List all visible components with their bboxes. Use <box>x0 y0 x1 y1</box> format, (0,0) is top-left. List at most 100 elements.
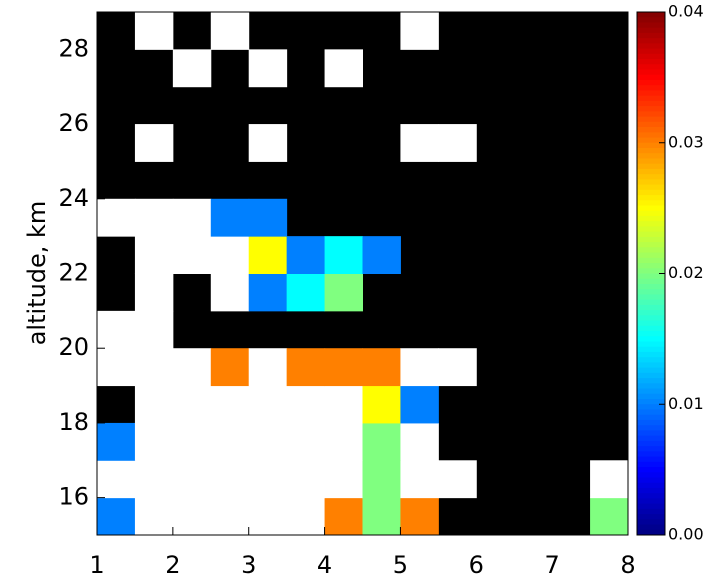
colorbar-segment <box>637 215 665 222</box>
heatmap-cell <box>590 497 629 536</box>
colorbar-segment <box>637 59 665 65</box>
heatmap-cell <box>286 385 326 424</box>
heatmap-cell <box>324 348 363 387</box>
colorbar-segment <box>637 74 665 81</box>
colorbar-segment <box>637 393 665 400</box>
colorbar-segment <box>637 127 665 133</box>
y-tick-label: 22 <box>58 259 89 287</box>
heatmap-cell <box>248 348 288 387</box>
colorbar-segment <box>637 446 665 452</box>
colorbar-segment <box>637 383 665 390</box>
x-tick-label: 3 <box>241 551 256 579</box>
colorbar-segment <box>637 12 665 18</box>
heatmap-cell <box>324 422 363 461</box>
heatmap-cell <box>438 124 477 162</box>
colorbar-segment <box>637 79 665 86</box>
colorbar-segment <box>637 226 665 233</box>
x-tick-label: 2 <box>165 551 180 579</box>
heatmap-cell <box>400 12 439 50</box>
heatmap-cell <box>97 497 136 536</box>
colorbar-segment <box>637 372 665 379</box>
heatmap-cell <box>172 348 212 387</box>
colorbar-segment <box>637 336 665 342</box>
colorbar-segment <box>637 320 665 327</box>
colorbar-segment <box>637 304 665 311</box>
heatmap-cell <box>400 348 439 387</box>
colorbar-segment <box>637 299 665 306</box>
heatmap-cell <box>210 385 250 424</box>
colorbar-segment <box>637 85 665 91</box>
colorbar-segment <box>637 519 665 526</box>
x-tick-label: 4 <box>317 551 332 579</box>
heatmap-cell <box>400 422 439 461</box>
colorbar-segment <box>637 90 665 97</box>
colorbar-segment <box>637 121 665 128</box>
colorbar-segment <box>637 278 665 285</box>
heatmap-cell <box>134 124 174 162</box>
heatmap-cell <box>134 12 174 50</box>
colorbar-segment <box>637 22 665 29</box>
colorbar-segment <box>637 362 665 369</box>
colorbar-segment <box>637 205 665 212</box>
x-tick-label: 6 <box>469 551 484 579</box>
colorbar-segment <box>637 69 665 76</box>
colorbar-segment <box>637 294 665 301</box>
colorbar-segment <box>637 315 665 322</box>
colorbar-segment <box>637 247 665 254</box>
colorbar-segment <box>637 48 665 55</box>
colorbar-segment <box>637 236 665 243</box>
colorbar-segment <box>637 200 665 207</box>
colorbar-segment <box>637 435 665 442</box>
colorbar-segment <box>637 482 665 489</box>
colorbar-segment <box>637 64 665 71</box>
heatmap-cell <box>248 124 288 162</box>
colorbar-segment <box>637 346 665 353</box>
colorbar-segment <box>637 440 665 447</box>
heatmap-cell <box>134 348 174 387</box>
colorbar-segment <box>637 399 665 405</box>
colorbar-segment <box>637 283 665 290</box>
colorbar-segment <box>637 158 665 165</box>
colorbar-segment <box>637 273 665 280</box>
colorbar-segment <box>637 451 665 458</box>
colorbar-segment <box>637 184 665 191</box>
heatmap-cell <box>172 236 212 274</box>
heatmap-cell <box>210 497 250 536</box>
colorbar-segment <box>637 195 665 201</box>
heatmap-cell <box>324 497 363 536</box>
colorbar-segment <box>637 425 665 431</box>
heatmap-cell <box>172 460 212 499</box>
heatmap-cell <box>210 273 250 312</box>
colorbar-segment <box>637 27 665 34</box>
colorbar-segment <box>637 106 665 112</box>
colorbar-segment <box>637 289 665 295</box>
heatmap-cell <box>210 198 250 237</box>
colorbar-segment <box>637 263 665 269</box>
colorbar-segment <box>637 163 665 170</box>
colorbar-segment <box>637 477 665 484</box>
heatmap-cell <box>172 497 212 536</box>
colorbar-segment <box>637 331 665 337</box>
colorbar-segment <box>637 508 665 515</box>
heatmap-cell <box>324 460 363 499</box>
colorbar-segment <box>637 357 665 363</box>
heatmap-cell <box>362 497 401 536</box>
colorbar-segment <box>637 493 665 499</box>
colorbar-segment <box>637 111 665 118</box>
colorbar-segment <box>637 179 665 186</box>
heatmap-cell <box>324 273 363 312</box>
x-tick-label: 8 <box>620 551 635 579</box>
colorbar-tick-label: 0.00 <box>668 525 704 544</box>
heatmap-cell <box>400 124 439 162</box>
colorbar-segment <box>637 404 665 410</box>
heatmap-cell <box>400 497 439 536</box>
heatmap-cell <box>134 198 174 237</box>
heatmap-cell <box>97 460 136 499</box>
heatmap-cell <box>324 49 363 88</box>
colorbar-tick-label: 0.01 <box>668 394 704 413</box>
heatmap-cell <box>210 422 250 461</box>
colorbar-segment <box>637 53 665 60</box>
colorbar-segment <box>637 147 665 154</box>
heatmap-cell <box>134 422 174 461</box>
